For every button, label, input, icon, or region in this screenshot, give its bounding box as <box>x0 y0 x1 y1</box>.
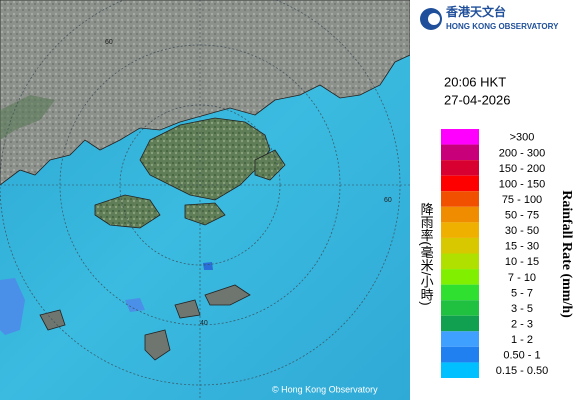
legend-swatch <box>441 315 479 332</box>
legend-label: 10 - 15 <box>505 256 539 268</box>
legend-swatch <box>441 222 479 238</box>
legend-label: 200 - 300 <box>499 147 545 159</box>
legend-swatch <box>441 206 479 223</box>
legend-swatch <box>441 346 479 363</box>
legend-label: 0.15 - 0.50 <box>496 365 549 377</box>
legend-label: >300 <box>510 132 535 144</box>
rain-echo <box>203 262 213 270</box>
ring-label: 40 <box>200 320 208 327</box>
rain-echo <box>0 278 25 335</box>
range-rings <box>0 0 410 400</box>
legend-label: 150 - 200 <box>499 163 545 175</box>
legend-label: 75 - 100 <box>502 194 542 206</box>
time: 20:06 HKT <box>444 74 506 89</box>
island <box>174 299 201 319</box>
logo-english: HONG KONG OBSERVATORY <box>446 22 559 31</box>
legend-label: 0.50 - 1 <box>503 350 540 362</box>
legend-swatch <box>441 160 479 176</box>
legend-swatch <box>441 191 479 207</box>
legend-label: 7 - 10 <box>508 272 536 284</box>
legend-label: 2 - 3 <box>511 318 533 330</box>
island <box>204 284 251 306</box>
legend-swatch <box>441 144 479 161</box>
legend-label: 3 - 5 <box>511 303 533 315</box>
legend-swatch <box>441 175 479 192</box>
legend-swatch <box>441 253 479 270</box>
date: 27-04-2026 <box>444 92 511 107</box>
lantau-island <box>94 194 161 229</box>
legend-label: 15 - 30 <box>505 241 539 253</box>
legend-swatch <box>441 284 479 301</box>
island <box>144 329 171 361</box>
logo-icon <box>428 13 440 25</box>
logo: 香港天文台 HONG KONG OBSERVATORY <box>420 4 559 31</box>
legend-label: 5 - 7 <box>511 287 533 299</box>
legend-swatch <box>441 237 479 254</box>
legend-label: 50 - 75 <box>505 210 539 222</box>
island <box>39 309 66 331</box>
copyright: © Hong Kong Observatory <box>272 384 378 394</box>
ring-label: 60 <box>105 39 113 46</box>
ring-label: 60 <box>384 197 392 204</box>
legend-swatch <box>441 300 479 316</box>
radar-map: 60 60 40 © Hong Kong Observatory <box>0 0 410 400</box>
legend-swatch <box>441 269 479 285</box>
land-patch <box>0 95 55 140</box>
legend-label: 30 - 50 <box>505 225 539 237</box>
legend-title-chinese: 降雨率(毫米/小時) <box>419 202 434 305</box>
legend-label: 1 - 2 <box>511 334 533 346</box>
legend-label: 100 - 150 <box>499 178 545 190</box>
hong-kong <box>139 117 271 201</box>
mainland <box>0 0 410 186</box>
legend-swatch <box>441 129 479 145</box>
legend-title-english: Rainfall Rate (mm/h) <box>559 190 574 318</box>
island <box>254 149 286 181</box>
logo-chinese: 香港天文台 <box>445 4 506 19</box>
legend: >300 200 - 300 150 - 200 100 - 150 75 - 100 5… <box>441 129 548 378</box>
rain-echo <box>125 298 145 312</box>
island <box>184 202 226 226</box>
legend-swatch <box>441 331 479 347</box>
legend-swatch <box>441 362 479 378</box>
